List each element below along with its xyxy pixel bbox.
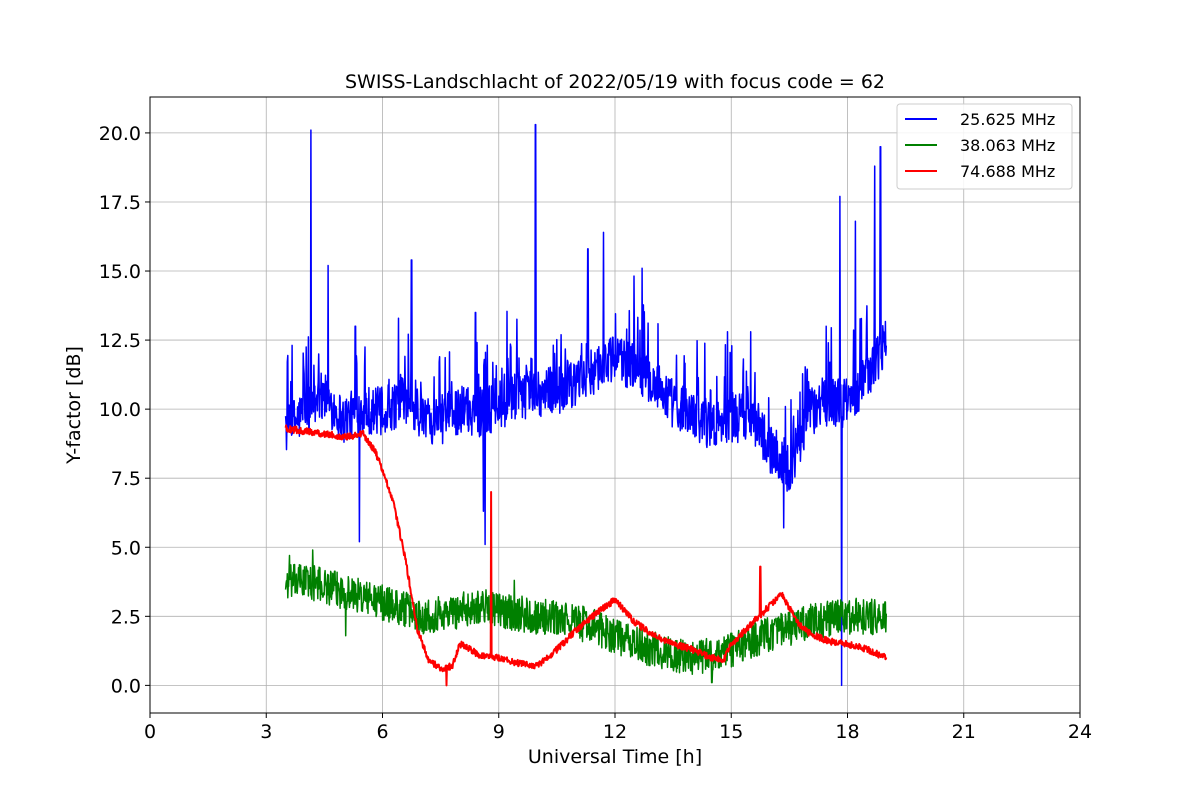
- legend-box: [896, 103, 1073, 190]
- x-tick-label: 3: [260, 721, 272, 743]
- x-axis-title: Universal Time [h]: [528, 746, 702, 768]
- x-tick-label: 12: [603, 721, 627, 743]
- series-line: [284, 123, 888, 687]
- y-tick-label: 5.0: [111, 537, 141, 559]
- y-axis-title: Y-factor [dB]: [63, 346, 85, 465]
- series-line: [284, 424, 888, 687]
- y-tick-label: 20.0: [99, 123, 141, 145]
- legend: 25.625 MHz 38.063 MHz 74.688 MHz: [896, 103, 1073, 190]
- x-tick-label: 0: [144, 721, 156, 743]
- legend-label: 25.625 MHz: [960, 110, 1055, 129]
- y-tick-label: 12.5: [99, 330, 141, 352]
- y-tick-label: 2.5: [111, 606, 141, 628]
- x-tick-label: 18: [835, 721, 859, 743]
- y-tick-label: 0.0: [111, 675, 141, 697]
- legend-label: 38.063 MHz: [960, 136, 1055, 155]
- y-tick-label: 7.5: [111, 468, 141, 490]
- x-tick-label: 21: [952, 721, 976, 743]
- x-tick-label: 15: [719, 721, 743, 743]
- y-tick-label: 10.0: [99, 399, 141, 421]
- x-tick-label: 24: [1068, 721, 1092, 743]
- y-tick-label: 15.0: [99, 261, 141, 283]
- legend-label: 74.688 MHz: [960, 162, 1055, 181]
- y-tick-label: 17.5: [99, 192, 141, 214]
- series-line: [284, 549, 888, 684]
- x-tick-label: 9: [493, 721, 505, 743]
- chart-title: SWISS-Landschlacht of 2022/05/19 with fo…: [345, 71, 885, 93]
- series-layer: [284, 123, 888, 687]
- ticks: 0 3 6 9 12 15 18 21 24 0.0 2.5 5.0 7.5 10.0 12.5 15.0 17…: [99, 123, 1092, 743]
- x-tick-label: 6: [376, 721, 388, 743]
